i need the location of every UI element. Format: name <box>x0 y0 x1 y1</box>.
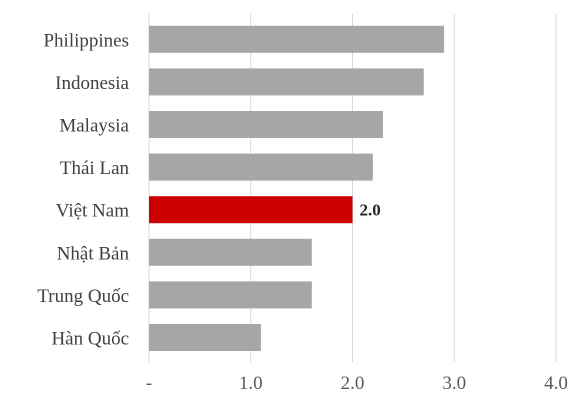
category-label: Hàn Quốc <box>51 329 129 350</box>
grid-lines <box>148 14 557 362</box>
x-axis-ticks: - 1.0 2.0 3.0 4.0 <box>146 373 568 394</box>
value-labels: 2.0 <box>360 201 381 220</box>
category-label: Việt Nam <box>56 201 129 222</box>
bar-2 <box>149 111 384 138</box>
category-label: Malaysia <box>59 116 129 137</box>
bar-5 <box>149 238 312 266</box>
x-tick-label: - <box>146 373 152 394</box>
category-label: Indonesia <box>55 73 129 94</box>
x-tick-label: 1.0 <box>239 373 263 394</box>
category-labels: Philippines Indonesia Malaysia Thái Lan Việt… <box>37 30 129 349</box>
x-tick-label: 2.0 <box>341 373 365 394</box>
x-tick-label: 3.0 <box>442 373 466 394</box>
category-label: Trung Quốc <box>37 286 129 307</box>
bar-3 <box>149 153 373 181</box>
bar-0 <box>149 25 445 53</box>
category-label: Philippines <box>43 30 129 51</box>
category-label: Nhật Bản <box>57 243 130 264</box>
x-tick-label: 4.0 <box>544 373 568 394</box>
bar-4 <box>149 196 353 224</box>
bar-7 <box>149 324 261 351</box>
category-label: Thái Lan <box>60 158 130 179</box>
bar-6 <box>149 281 312 309</box>
value-label-highlight: 2.0 <box>360 201 381 220</box>
bars <box>149 25 445 351</box>
bar-1 <box>149 68 424 96</box>
